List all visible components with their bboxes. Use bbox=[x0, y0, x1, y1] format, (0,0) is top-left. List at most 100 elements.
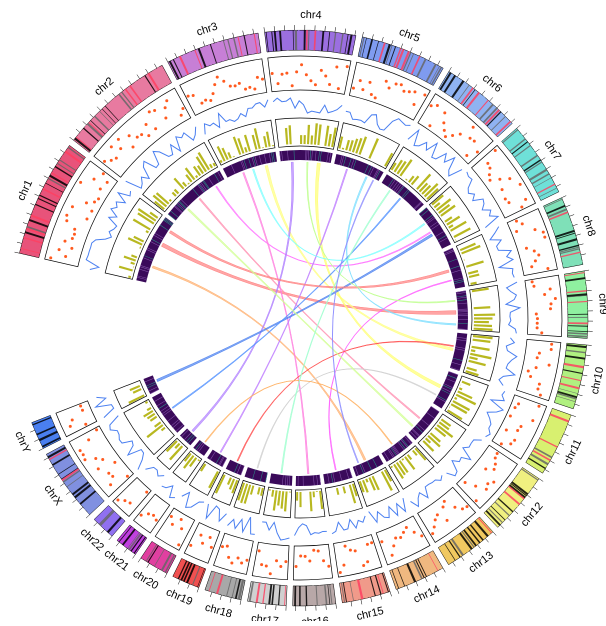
scatter-dot bbox=[374, 96, 377, 99]
scatter-dot bbox=[140, 514, 143, 517]
ideogram-tick bbox=[407, 586, 409, 591]
ideogram-tick bbox=[30, 203, 35, 205]
scatter-dot bbox=[385, 80, 388, 83]
ideogram-tick bbox=[575, 404, 580, 405]
scatter-dot bbox=[64, 255, 67, 258]
bar bbox=[263, 136, 267, 148]
scatter-dot bbox=[492, 481, 495, 484]
bar bbox=[269, 489, 271, 490]
ideogram-tick bbox=[556, 184, 560, 186]
bar bbox=[449, 406, 451, 408]
scatter-dot bbox=[446, 519, 449, 522]
scatter-dot bbox=[546, 267, 549, 270]
scatter-dot bbox=[109, 483, 112, 486]
scatter-dot bbox=[145, 491, 148, 494]
ideogram-tick bbox=[223, 35, 224, 40]
chromosome-label: chr15 bbox=[355, 605, 385, 621]
ideogram-tick bbox=[20, 232, 25, 233]
scatter-dot bbox=[87, 438, 90, 441]
line-track bbox=[182, 492, 204, 507]
ideogram-tick bbox=[213, 38, 214, 43]
ideogram-tick bbox=[438, 61, 440, 65]
scatter-dot bbox=[465, 505, 468, 508]
scatter-dot bbox=[308, 560, 311, 563]
ideogram-tick bbox=[545, 469, 549, 472]
scatter-dot bbox=[97, 197, 100, 200]
scatter-dot bbox=[79, 181, 82, 184]
scatter-dot bbox=[486, 162, 489, 165]
ideogram-tick bbox=[457, 73, 460, 77]
ideogram-tick bbox=[380, 595, 381, 600]
ideogram-tick bbox=[188, 584, 190, 589]
scatter-dot bbox=[189, 544, 192, 547]
scatter-dot bbox=[314, 83, 317, 86]
scatter-dot bbox=[399, 536, 402, 539]
scatter-dot bbox=[388, 87, 391, 90]
ideogram-tick bbox=[101, 529, 104, 533]
ideogram bbox=[554, 343, 586, 409]
bar bbox=[401, 458, 404, 461]
ideogram-tick bbox=[49, 167, 53, 170]
scatter-dot bbox=[281, 73, 284, 76]
ideogram-tick bbox=[416, 582, 418, 587]
scatter-dot bbox=[509, 414, 512, 417]
scatter-dot bbox=[234, 84, 237, 87]
scatter-dot bbox=[366, 560, 369, 563]
scatter-dot bbox=[180, 114, 183, 117]
line-track bbox=[96, 397, 114, 417]
line-track bbox=[86, 191, 130, 269]
line-track bbox=[162, 486, 175, 498]
scatter-dot bbox=[548, 364, 551, 367]
ideogram-tick bbox=[474, 84, 477, 88]
scatter-dot bbox=[85, 218, 88, 221]
ideogram-tick bbox=[420, 51, 422, 56]
line-track bbox=[486, 391, 505, 436]
scatter-dot bbox=[152, 514, 155, 517]
bar bbox=[474, 306, 491, 309]
scatter-dot bbox=[538, 383, 541, 386]
bar bbox=[198, 459, 201, 461]
bar bbox=[316, 491, 318, 492]
bar bbox=[195, 175, 198, 178]
scatter-dot bbox=[187, 95, 190, 98]
bar bbox=[342, 148, 344, 150]
heat-ring bbox=[143, 375, 159, 394]
ideogram-tick bbox=[17, 242, 22, 243]
scatter-dot bbox=[486, 482, 489, 485]
scatter-dot bbox=[155, 519, 158, 522]
scatter-dot bbox=[536, 388, 539, 391]
chromosome-label: chr6 bbox=[480, 72, 504, 95]
scatter-dot bbox=[256, 76, 259, 79]
ideogram-tick bbox=[555, 452, 559, 454]
scatter-dot bbox=[537, 405, 540, 408]
ideogram-tick bbox=[15, 252, 20, 253]
ideogram-tick bbox=[44, 176, 48, 178]
scatter-dot bbox=[539, 394, 542, 397]
scatter-dot bbox=[549, 307, 552, 310]
scatter-track bbox=[525, 275, 562, 336]
ideogram-tick bbox=[362, 32, 363, 37]
scatter-dot bbox=[113, 461, 116, 464]
scatter-dot bbox=[170, 515, 173, 518]
ideogram-tick bbox=[586, 280, 591, 281]
bar bbox=[130, 262, 135, 265]
ideogram-tick bbox=[120, 87, 123, 91]
ideogram-tick bbox=[559, 443, 564, 445]
scatter-dot bbox=[517, 402, 520, 405]
link bbox=[205, 380, 393, 444]
bar bbox=[314, 123, 318, 145]
scatter-dot bbox=[489, 179, 492, 182]
band bbox=[298, 30, 300, 50]
ideogram-tick bbox=[453, 562, 456, 566]
ideogram-tick bbox=[361, 599, 362, 604]
line-track bbox=[346, 111, 411, 130]
heat-ring bbox=[152, 393, 185, 433]
bar bbox=[172, 192, 177, 197]
scatter-dot bbox=[238, 82, 241, 85]
bar bbox=[128, 276, 131, 279]
ideogram-tick bbox=[493, 532, 496, 536]
band bbox=[299, 586, 301, 606]
scatter-dot bbox=[93, 178, 96, 181]
scatter-dot bbox=[550, 348, 553, 351]
scatter-dot bbox=[531, 419, 534, 422]
